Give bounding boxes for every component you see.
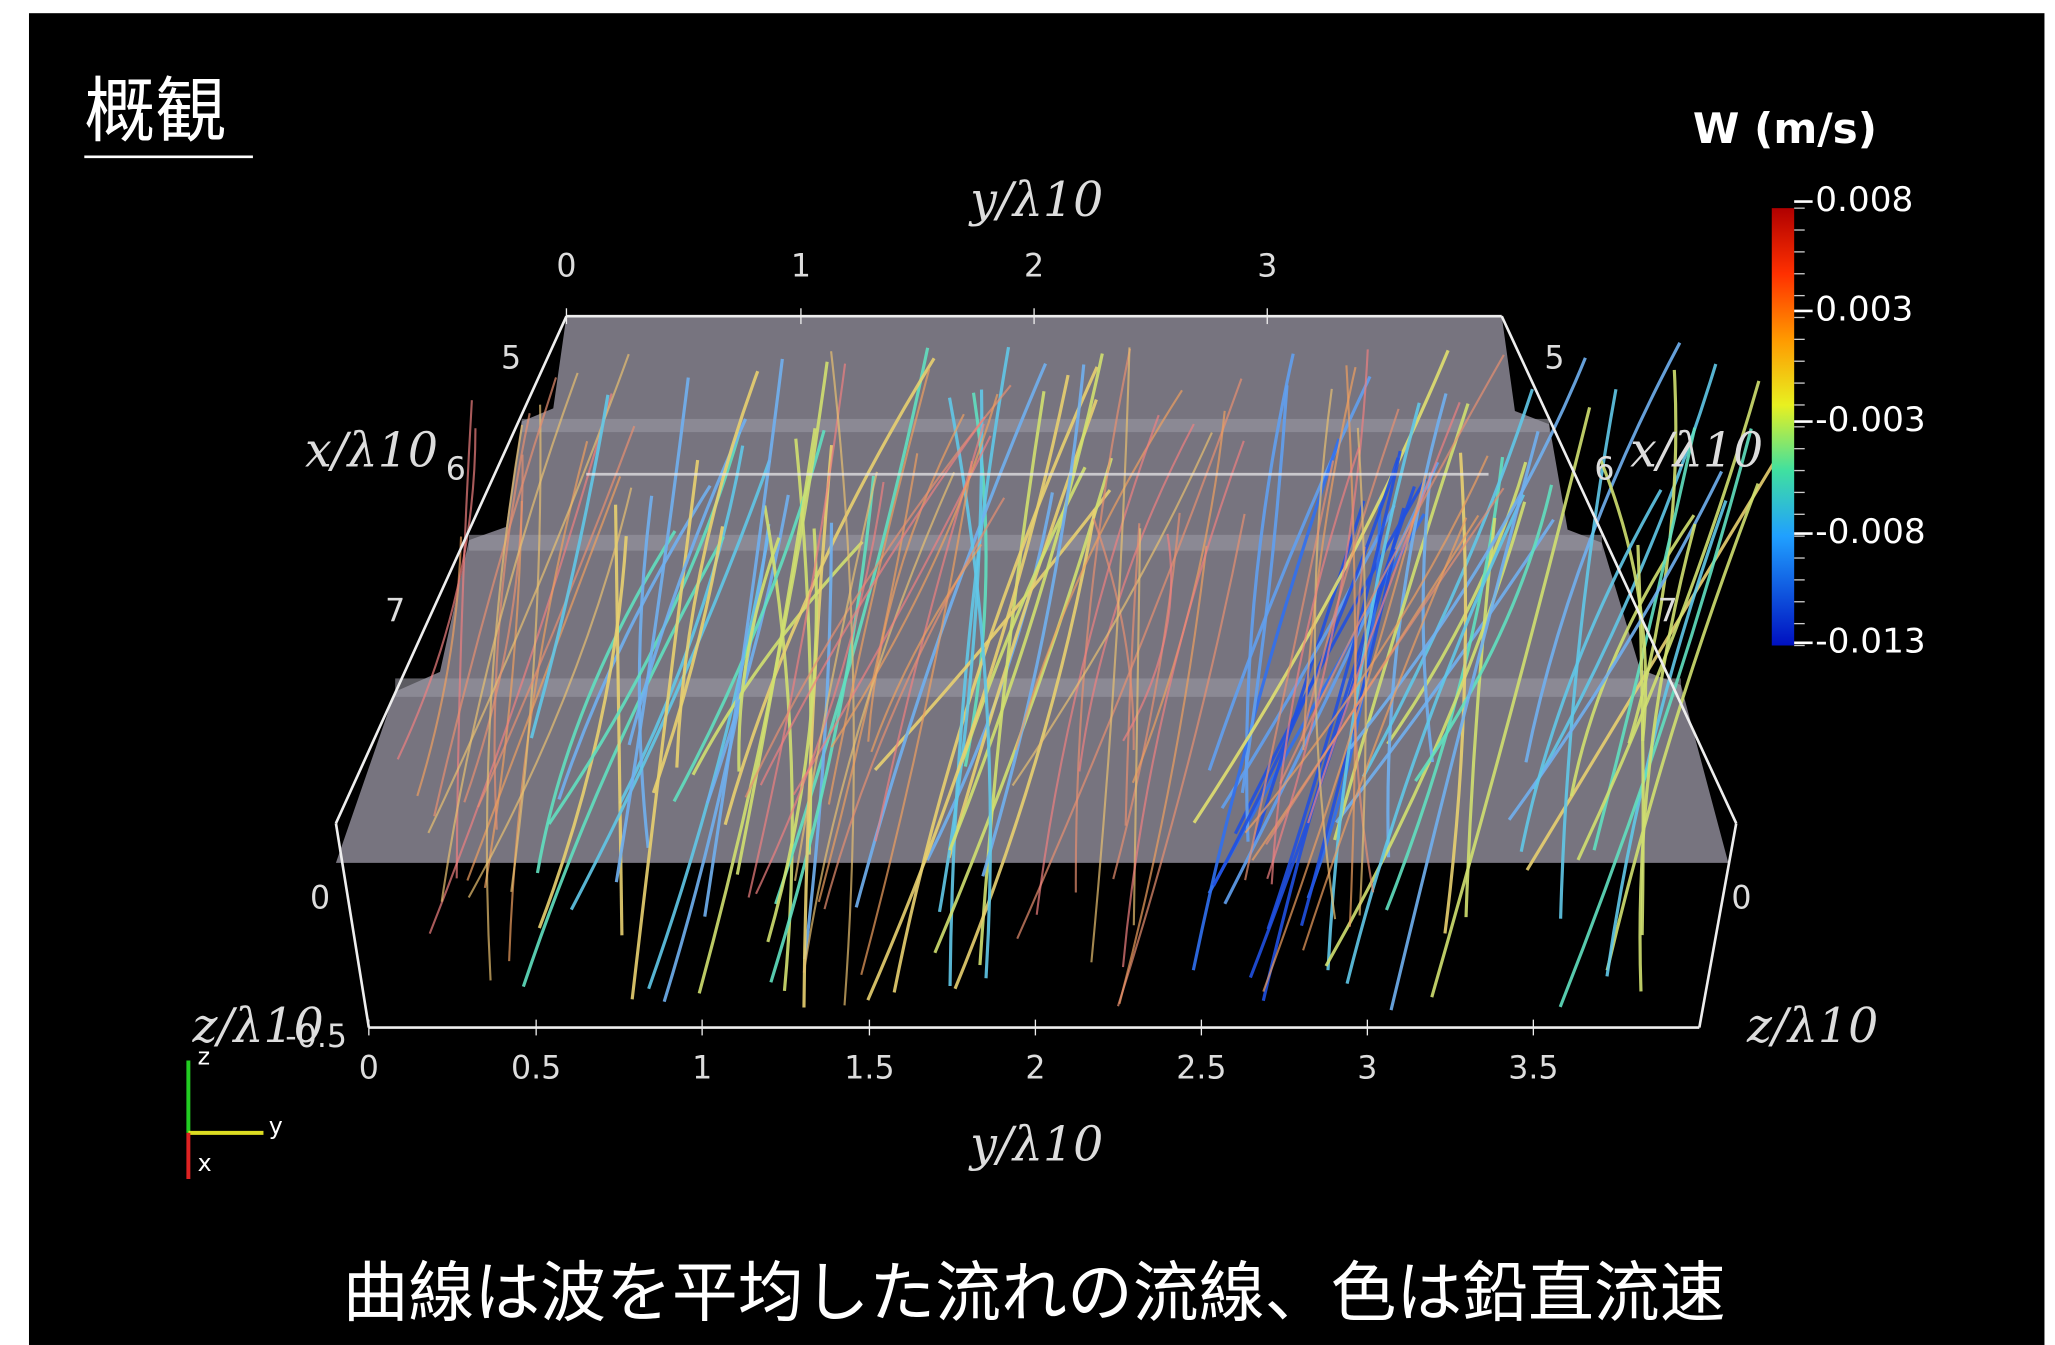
- tick-label: 7: [1658, 594, 1678, 630]
- tick-label: 0: [310, 881, 330, 917]
- axis-title: y/λ10: [968, 1118, 1103, 1173]
- triad-label: y: [269, 1112, 283, 1140]
- tick-label: 3: [1357, 1051, 1377, 1087]
- triad-label: z: [198, 1042, 210, 1070]
- tick-label: 5: [501, 341, 521, 377]
- tick-label: 2: [1025, 1051, 1045, 1087]
- axis-title: y/λ10: [968, 173, 1103, 228]
- tick-label: -0.5: [285, 1019, 347, 1055]
- axis-title: x/λ10: [1630, 423, 1763, 478]
- tick-label: 0: [359, 1051, 379, 1087]
- triad-label: x: [198, 1149, 212, 1177]
- tick-label: 2: [1024, 248, 1044, 284]
- caption: 曲線は波を平均した流れの流線、色は鉛直流速: [343, 1255, 1726, 1332]
- tick-label: 3: [1257, 248, 1277, 284]
- tick-label: 1: [791, 248, 811, 284]
- screenshot: 概観 W (m/s) 0.0080.003-0.003-0.008-0.013 …: [0, 0, 2055, 1345]
- tick-label: 0.5: [511, 1051, 561, 1087]
- tick-label: 3.5: [1508, 1051, 1558, 1087]
- tick-label: 5: [1544, 341, 1564, 377]
- tick-label: 7: [385, 594, 405, 630]
- tick-label: 0: [556, 248, 576, 284]
- colorbar-label: 0.003: [1815, 289, 1913, 329]
- tick-label: 6: [1594, 451, 1614, 487]
- axis-title: z/λ10: [1746, 999, 1878, 1054]
- ridge: [469, 535, 1602, 551]
- tick-label: 1: [692, 1051, 712, 1087]
- tick-label: 6: [446, 451, 466, 487]
- page: {"title": "概観", "colorbar": {"title": "W…: [0, 0, 2055, 1345]
- axis-title: x/λ10: [305, 423, 438, 478]
- colorbar-label: -0.008: [1815, 512, 1925, 552]
- colorbar-title: W (m/s): [1693, 104, 1877, 153]
- title: 概観: [84, 69, 226, 152]
- tick-label: 1.5: [844, 1051, 894, 1087]
- colorbar: [1772, 208, 1794, 645]
- colorbar-label: 0.008: [1815, 180, 1913, 220]
- colorbar-label: -0.003: [1815, 400, 1925, 440]
- colorbar-label: -0.013: [1815, 621, 1925, 661]
- tick-label: 0: [1731, 881, 1751, 917]
- tick-label: 2.5: [1176, 1051, 1226, 1087]
